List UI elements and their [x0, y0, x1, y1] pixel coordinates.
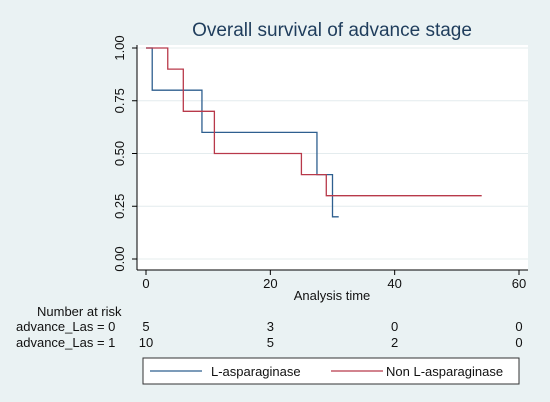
risk-count: 5 — [267, 335, 274, 350]
x-tick-label: 60 — [512, 276, 526, 291]
legend-label: Non L-asparaginase — [386, 364, 503, 379]
y-tick-label: 0.50 — [112, 141, 127, 166]
axes: 0.00 0.25 0.50 0.75 1.00 0 20 40 60 — [112, 35, 528, 291]
risk-table-header: Number at risk — [37, 304, 122, 319]
y-tick-label: 0.00 — [112, 246, 127, 271]
plot-area — [137, 45, 528, 270]
y-tick-label: 1.00 — [112, 35, 127, 60]
risk-count: 0 — [391, 319, 398, 334]
risk-table: Number at risk advance_Las = 0 5 3 0 0advanc… — [16, 304, 523, 350]
x-tick-label: 20 — [263, 276, 277, 291]
risk-row-label: advance_Las = 0 — [16, 319, 115, 334]
risk-count: 2 — [391, 335, 398, 350]
x-axis-label: Analysis time — [294, 288, 371, 303]
y-tick-label: 0.25 — [112, 194, 127, 219]
series-line-non-l-asparaginase — [146, 47, 482, 197]
risk-count: 5 — [142, 319, 149, 334]
legend-label: L-asparaginase — [211, 364, 301, 379]
risk-count: 0 — [515, 335, 522, 350]
risk-count: 10 — [139, 335, 153, 350]
x-tick-label: 0 — [142, 276, 149, 291]
risk-count: 0 — [515, 319, 522, 334]
risk-count: 3 — [267, 319, 274, 334]
risk-row-label: advance_Las = 1 — [16, 335, 115, 350]
series-lines — [146, 47, 482, 218]
x-tick-label: 40 — [387, 276, 401, 291]
chart-title: Overall survival of advance stage — [192, 20, 472, 41]
legend: L-asparaginase Non L-asparaginase — [142, 357, 520, 385]
y-tick-label: 0.75 — [112, 88, 127, 113]
